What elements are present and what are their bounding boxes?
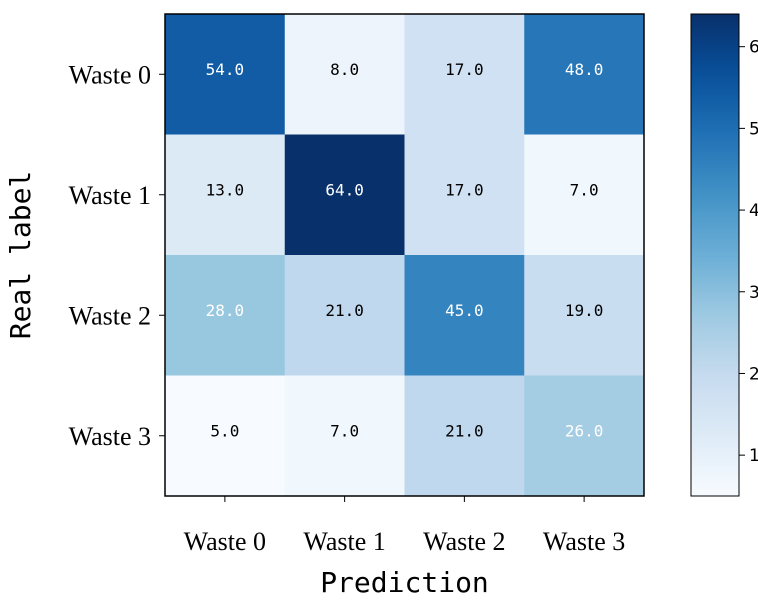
cell-value-label: 13.0 xyxy=(206,180,245,199)
colorbar xyxy=(690,13,740,497)
heatmap-cell xyxy=(404,255,525,376)
colorbar-ticks: 10 20 30 40 50 60 xyxy=(739,38,758,466)
y-tick-label: Waste 2 xyxy=(69,301,151,330)
y-tick-label: Waste 3 xyxy=(69,422,151,451)
colorbar-tick-label: 20 xyxy=(749,364,758,384)
x-tick-label: Waste 1 xyxy=(303,527,385,556)
cell-value-label: 21.0 xyxy=(445,421,484,440)
colorbar-tick-label: 60 xyxy=(749,38,758,58)
cell-value-label: 64.0 xyxy=(325,180,364,199)
cell-value-label: 17.0 xyxy=(445,180,484,199)
cell-value-label: 5.0 xyxy=(210,421,239,440)
heatmap-cell xyxy=(165,375,286,497)
cell-value-label: 7.0 xyxy=(330,421,359,440)
cell-value-label: 19.0 xyxy=(565,301,604,320)
cell-value-label: 7.0 xyxy=(570,180,599,199)
colorbar-tick-label: 10 xyxy=(749,446,758,466)
cell-value-label: 17.0 xyxy=(445,60,484,79)
heatmap-cell xyxy=(165,14,286,135)
heatmap-cell xyxy=(284,375,405,497)
y-axis-ticks: Waste 0 Waste 1 Waste 2 Waste 3 xyxy=(69,60,165,451)
x-tick-label: Waste 3 xyxy=(543,527,625,556)
heatmap-cell xyxy=(165,255,286,376)
heatmap-cell xyxy=(165,134,286,256)
y-axis-title: Real label xyxy=(4,171,37,340)
cell-value-label: 28.0 xyxy=(206,301,245,320)
heatmap-cell xyxy=(284,134,405,256)
colorbar-tick-label: 30 xyxy=(749,283,758,303)
heatmap-cell xyxy=(524,14,645,135)
colorbar-tick-label: 50 xyxy=(749,119,758,139)
heatmap-cell xyxy=(524,375,645,497)
cell-value-label: 45.0 xyxy=(445,301,484,320)
heatmap-cell xyxy=(404,134,525,256)
heatmap-cell xyxy=(404,375,525,497)
colorbar-tick-label: 40 xyxy=(749,201,758,221)
heatmap-cell xyxy=(404,14,525,135)
x-axis-title: Prediction xyxy=(320,566,489,599)
cell-value-label: 26.0 xyxy=(565,421,604,440)
heatmap-cell xyxy=(524,255,645,376)
x-tick-label: Waste 0 xyxy=(184,527,266,556)
heatmap-cells xyxy=(165,14,645,497)
y-tick-label: Waste 0 xyxy=(69,60,151,89)
heatmap-cell-labels: 54.0 8.0 17.0 48.0 13.0 64.0 17.0 7.0 28.0 21.0 45… xyxy=(206,60,604,441)
plot-frame xyxy=(164,13,645,497)
cell-value-label: 21.0 xyxy=(325,301,364,320)
heatmap-cell xyxy=(284,255,405,376)
x-axis-ticks: Waste 0 Waste 1 Waste 2 Waste 3 xyxy=(184,496,625,556)
heatmap-cell xyxy=(524,134,645,256)
cell-value-label: 8.0 xyxy=(330,60,359,79)
heatmap-cell xyxy=(284,14,405,135)
x-tick-label: Waste 2 xyxy=(423,527,505,556)
cell-value-label: 54.0 xyxy=(206,60,245,79)
y-tick-label: Waste 1 xyxy=(69,181,151,210)
cell-value-label: 48.0 xyxy=(565,60,604,79)
